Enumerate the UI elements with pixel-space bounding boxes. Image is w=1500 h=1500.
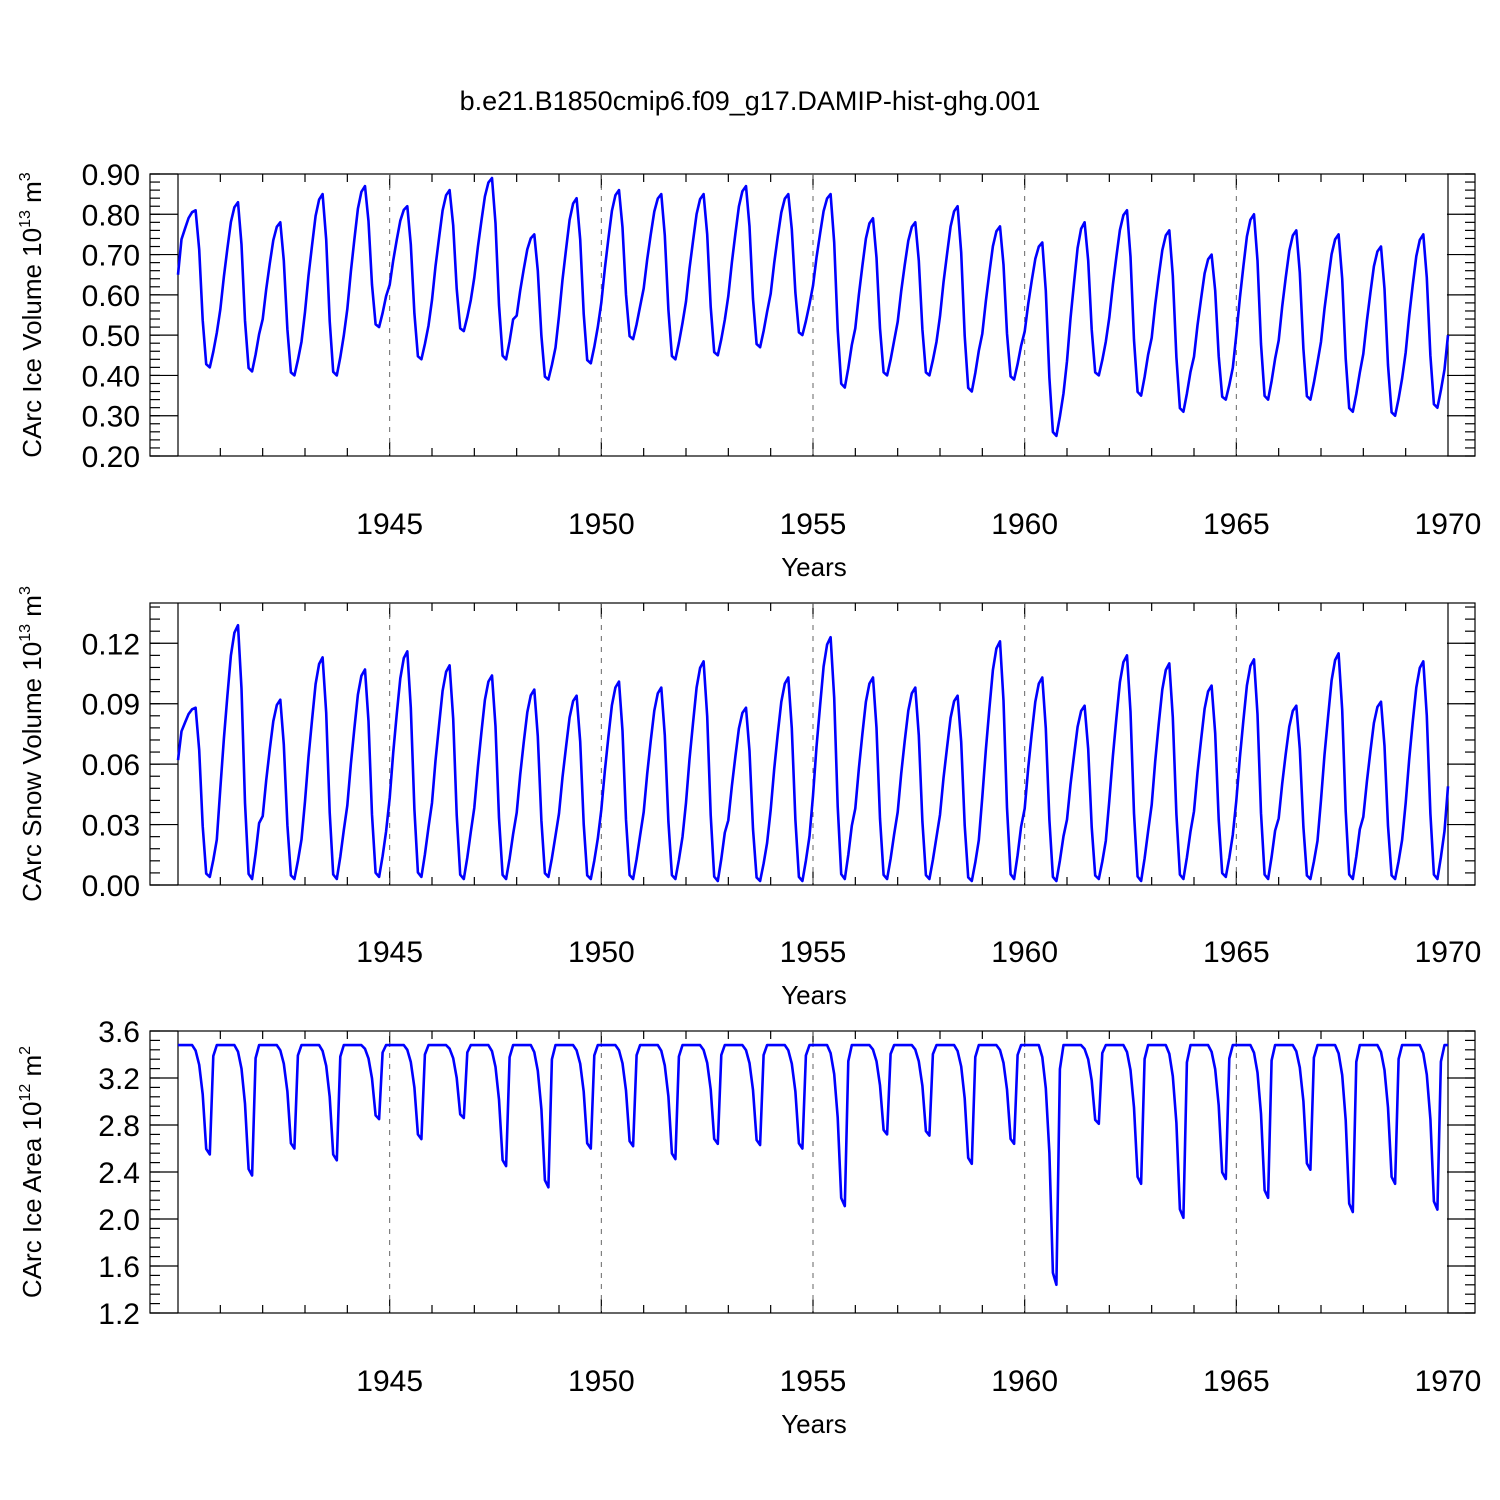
plot-frame: [150, 603, 1475, 885]
x-tick-label: 1960: [991, 1365, 1058, 1398]
panel-snow-volume: 1945 1950 1955 1960 1965 1970 0.00 0.03 0.06 0.09…: [17, 586, 1481, 1010]
x-tick-label: 1965: [1203, 1365, 1270, 1398]
y-tick-label: 0.09: [82, 689, 140, 722]
plot-frame: [150, 174, 1475, 456]
y-axis-label-exponent: 13: [17, 210, 34, 228]
y-tick-label: 2.4: [98, 1157, 140, 1190]
y-tick-label: 2.0: [98, 1204, 140, 1237]
x-tick-label: 1970: [1415, 936, 1482, 969]
y-tick-label: 1.6: [98, 1251, 140, 1284]
x-tick-label: 1945: [356, 508, 423, 541]
panel-ice-volume: 1945 1950 1955 1960 1965 1970 0.20 0.30 0.40 0.50…: [17, 159, 1481, 582]
x-tick-label: 1970: [1415, 1365, 1482, 1398]
figure: b.e21.B1850cmip6.f09_g17.DAMIP-hist-ghg.…: [0, 0, 1500, 1500]
x-tick-label: 1950: [568, 1365, 635, 1398]
y-axis-label-main: CArc Ice Area 10: [17, 1102, 47, 1299]
y-tick-label: 0.30: [82, 401, 140, 434]
x-axis-label: Years: [781, 552, 847, 582]
y-tick-label: 0.12: [82, 628, 140, 661]
x-tick-label: 1960: [991, 936, 1058, 969]
y-axis-label: CArc Ice Volume 1013 m3: [17, 172, 47, 457]
y-tick-label: 3.2: [98, 1063, 140, 1096]
x-tick-label: 1970: [1415, 508, 1482, 541]
y-axis-label-unit-exponent: 3: [17, 172, 34, 181]
y-axis-label-main: CArc Ice Volume 10: [17, 228, 47, 458]
x-tick-label: 1960: [991, 508, 1058, 541]
y-tick-label: 0.80: [82, 199, 140, 232]
y-tick-label: 0.03: [82, 810, 140, 843]
y-tick-label: 0.40: [82, 360, 140, 393]
series-line: [178, 625, 1448, 881]
x-tick-label: 1965: [1203, 936, 1270, 969]
x-axis-label: Years: [781, 1409, 847, 1439]
y-axis-label: CArc Ice Area 1012 m2: [17, 1046, 47, 1298]
y-tick-label: 0.20: [82, 441, 140, 474]
y-axis-label: CArc Snow Volume 1013 m3: [17, 586, 47, 902]
y-axis-label-unit: m: [17, 1055, 47, 1084]
y-axis-label-unit: m: [17, 595, 47, 624]
y-tick-label: 0.06: [82, 749, 140, 782]
x-tick-label: 1950: [568, 508, 635, 541]
y-axis-label-main: CArc Snow Volume 10: [17, 642, 47, 902]
y-axis-label-unit-exponent: 2: [17, 1046, 34, 1055]
y-axis-label-unit-exponent: 3: [17, 586, 34, 595]
x-tick-label: 1955: [780, 508, 847, 541]
x-tick-label: 1945: [356, 1365, 423, 1398]
x-tick-label: 1965: [1203, 508, 1270, 541]
x-tick-label: 1955: [780, 936, 847, 969]
y-tick-label: 0.00: [82, 870, 140, 903]
y-axis-label-exponent: 13: [17, 624, 34, 642]
y-tick-label: 1.2: [98, 1298, 140, 1331]
y-tick-label: 0.60: [82, 280, 140, 313]
y-tick-label: 0.70: [82, 240, 140, 273]
plot-frame: [150, 1031, 1475, 1313]
y-tick-label: 2.8: [98, 1110, 140, 1143]
y-axis-label-exponent: 12: [17, 1084, 34, 1102]
x-tick-label: 1955: [780, 1365, 847, 1398]
y-tick-label: 0.90: [82, 159, 140, 192]
x-tick-label: 1945: [356, 936, 423, 969]
panel-ice-area: 1945 1950 1955 1960 1965 1970 1.2 1.6 2.0 2.4 2.8 3…: [17, 1016, 1481, 1439]
x-tick-label: 1950: [568, 936, 635, 969]
y-tick-label: 3.6: [98, 1016, 140, 1049]
figure-title: b.e21.B1850cmip6.f09_g17.DAMIP-hist-ghg.…: [460, 86, 1041, 116]
x-axis-label: Years: [781, 980, 847, 1010]
y-axis-label-unit: m: [17, 181, 47, 210]
y-tick-label: 0.50: [82, 320, 140, 353]
